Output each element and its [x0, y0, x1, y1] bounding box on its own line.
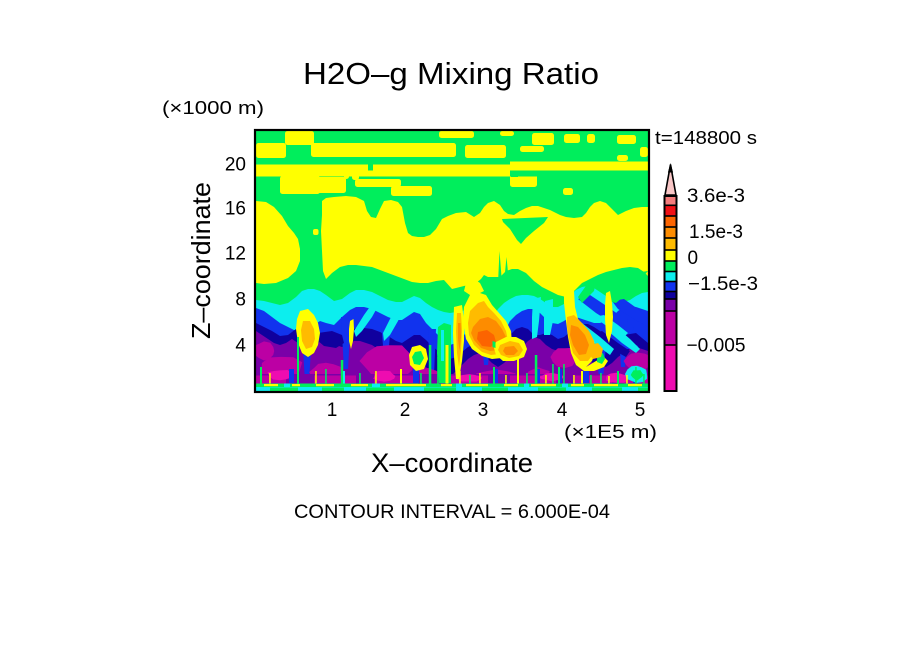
svg-text:3.6e-3: 3.6e-3: [687, 186, 745, 207]
svg-text:2: 2: [400, 400, 411, 421]
svg-text:Z–coordinate: Z–coordinate: [186, 182, 216, 339]
svg-text:16: 16: [225, 199, 246, 220]
svg-text:1: 1: [327, 400, 338, 421]
svg-text:(×1E5 m): (×1E5 m): [564, 422, 657, 442]
svg-text:5: 5: [635, 400, 646, 421]
svg-text:1.5e-3: 1.5e-3: [689, 222, 743, 243]
svg-text:X–coordinate: X–coordinate: [371, 448, 533, 478]
svg-text:4: 4: [557, 400, 568, 421]
svg-text:−1.5e-3: −1.5e-3: [688, 274, 758, 295]
svg-text:12: 12: [225, 244, 246, 265]
svg-text:20: 20: [225, 155, 246, 176]
svg-text:H2O–g Mixing Ratio: H2O–g Mixing Ratio: [303, 56, 599, 91]
svg-text:0: 0: [688, 248, 699, 269]
svg-text:CONTOUR INTERVAL = 6.000E-04: CONTOUR INTERVAL = 6.000E-04: [294, 501, 610, 523]
svg-text:−0.005: −0.005: [687, 336, 746, 357]
svg-text:t=148800 s: t=148800 s: [655, 128, 757, 148]
svg-text:3: 3: [478, 400, 489, 421]
svg-text:(×1000 m): (×1000 m): [162, 98, 264, 118]
svg-text:4: 4: [235, 336, 246, 357]
svg-text:8: 8: [235, 290, 246, 311]
